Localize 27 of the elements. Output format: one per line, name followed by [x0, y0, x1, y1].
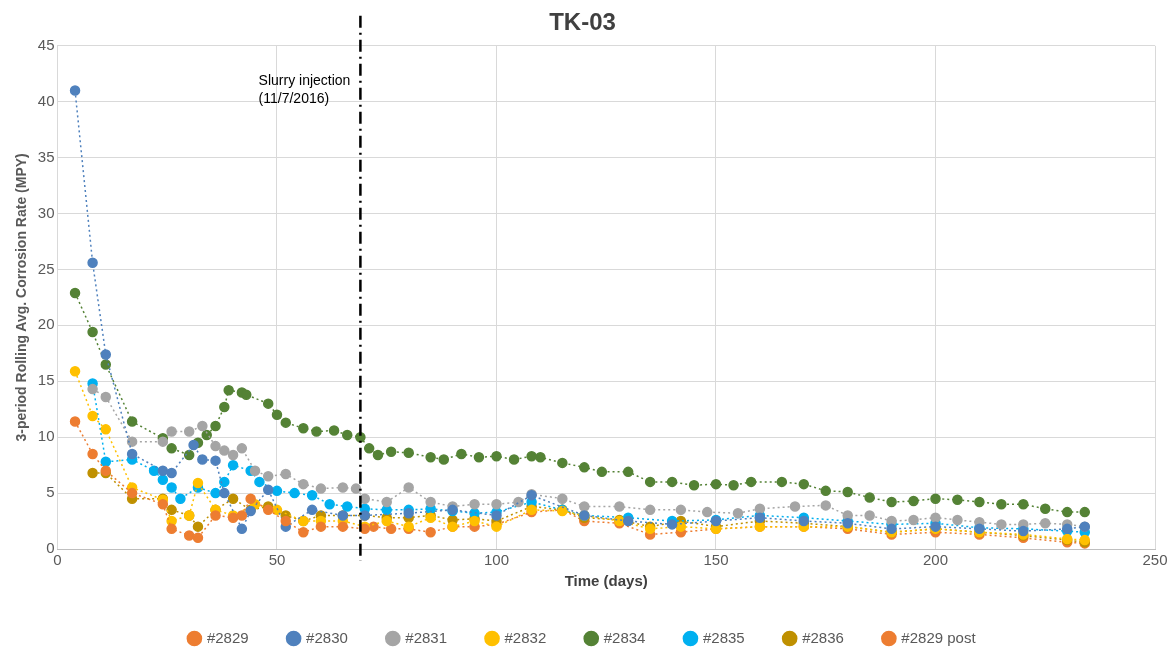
y-tick-label: 15 — [37, 371, 55, 389]
legend-label: #2835 — [702, 628, 745, 646]
x-tick-label: 100 — [483, 551, 510, 569]
y-tick-label: 5 — [46, 483, 55, 501]
y-tick-label: 40 — [37, 91, 55, 109]
legend-label: #2832 — [504, 628, 547, 646]
legend-label: #2829 — [206, 628, 249, 646]
legend-label: #2834 — [603, 628, 646, 646]
legend-label: #2829 post — [901, 628, 977, 646]
x-tick-label: 200 — [922, 551, 949, 569]
y-tick-label: 20 — [37, 315, 55, 333]
x-tick-label: 150 — [703, 551, 729, 569]
y-tick-label: 35 — [37, 147, 55, 165]
ref-line-label: Slurry injection (11/7/2016) — [258, 71, 351, 106]
y-tick-label: 10 — [37, 427, 55, 445]
y-tick-label: 30 — [37, 203, 55, 221]
legend-label: #2831 — [405, 628, 448, 646]
x-tick-label: 250 — [1142, 551, 1168, 569]
x-axis-title: Time (days) — [564, 572, 648, 590]
y-tick-label: 0 — [46, 539, 55, 557]
legend-label: #2830 — [306, 628, 348, 646]
y-axis-title: 3-period Rolling Avg. Corrosion Rate (MPY) — [13, 153, 30, 442]
legend-label: #2836 — [802, 628, 844, 646]
y-tick-label: 25 — [37, 259, 55, 277]
chart-title: TK-03 — [549, 8, 616, 36]
x-tick-label: 50 — [268, 551, 286, 569]
y-tick-label: 45 — [37, 35, 55, 53]
